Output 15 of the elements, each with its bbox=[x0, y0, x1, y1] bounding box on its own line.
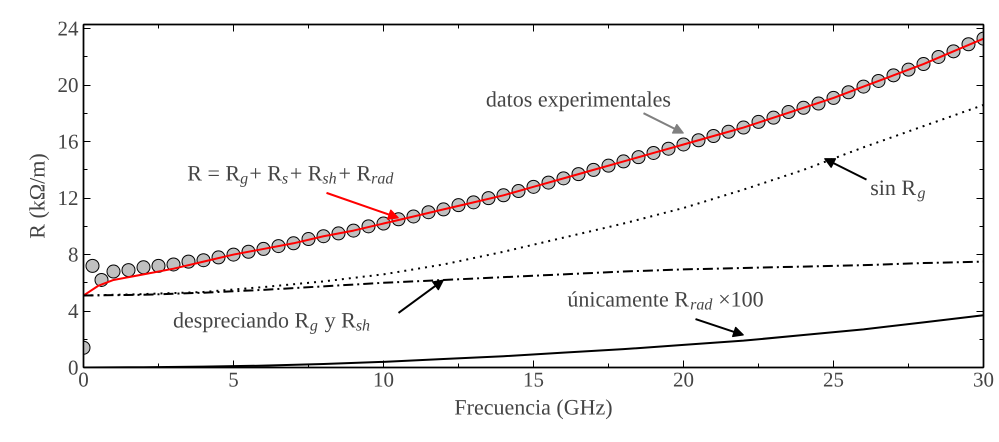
y-tick-label: 20 bbox=[58, 73, 78, 98]
y-tick-label: 8 bbox=[68, 242, 78, 267]
x-tick-label: 10 bbox=[373, 368, 394, 392]
x-tick-label: 30 bbox=[973, 368, 994, 392]
annotation: datos experimentales bbox=[486, 86, 672, 112]
y-tick-label: 4 bbox=[68, 299, 79, 324]
y-tick-label: 12 bbox=[58, 186, 78, 210]
y-tick-label: 24 bbox=[58, 16, 79, 41]
x-tick-label: 25 bbox=[823, 368, 844, 392]
x-tick-label: 5 bbox=[228, 368, 239, 392]
x-tick-label: 20 bbox=[673, 368, 694, 392]
y-tick-label: 16 bbox=[58, 130, 78, 154]
x-tick-label: 15 bbox=[523, 368, 544, 392]
x-axis-title: Frecuencia (GHz) bbox=[454, 394, 613, 420]
y-axis-title: R (kΩ/m) bbox=[24, 153, 50, 239]
